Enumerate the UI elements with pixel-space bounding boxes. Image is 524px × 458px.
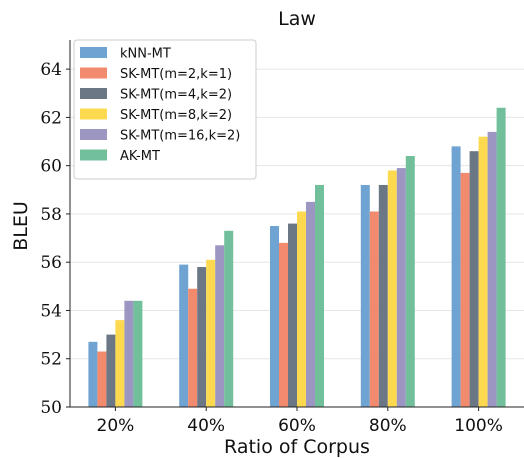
bar <box>206 260 215 407</box>
y-tick-label: 52 <box>40 350 62 370</box>
bar <box>279 243 288 407</box>
x-tick-label: 80% <box>369 416 407 436</box>
x-tick-label: 40% <box>187 416 225 436</box>
bar <box>306 202 315 407</box>
bar <box>88 342 97 407</box>
y-tick-label: 54 <box>40 301 62 321</box>
bar <box>470 151 479 407</box>
y-tick-label: 64 <box>40 60 62 80</box>
y-tick-label: 56 <box>40 253 62 273</box>
bar <box>488 132 497 407</box>
bar <box>297 212 306 407</box>
bar <box>115 320 124 407</box>
y-tick-label: 58 <box>40 205 62 225</box>
bar <box>497 108 506 407</box>
legend-label: SK-MT(m=16,k=2) <box>120 129 240 144</box>
chart-title: Law <box>278 8 316 30</box>
x-tick-label: 60% <box>278 416 316 436</box>
x-axis-title: Ratio of Corpus <box>224 436 370 458</box>
x-tick-labels: 20% 40% 60% 80% 100% <box>97 407 503 436</box>
bar <box>106 335 115 407</box>
bar <box>215 245 224 407</box>
bar <box>479 137 488 407</box>
y-tick-label: 62 <box>40 108 62 128</box>
legend-swatch <box>80 109 107 120</box>
legend-label: SK-MT(m=2,k=1) <box>120 67 232 82</box>
bar <box>197 267 206 407</box>
x-tick-label: 20% <box>97 416 135 436</box>
bar <box>188 289 197 407</box>
legend-swatch <box>80 150 107 161</box>
bar <box>124 301 133 407</box>
legend-swatch <box>80 47 107 58</box>
bar <box>379 185 388 407</box>
bar <box>270 226 279 407</box>
bar <box>397 168 406 407</box>
bar <box>224 231 233 407</box>
y-tick-label: 60 <box>40 157 62 177</box>
legend-swatch <box>80 68 107 79</box>
bar <box>370 212 379 407</box>
bar <box>361 185 370 407</box>
bar <box>179 265 188 407</box>
y-tick-label: 50 <box>40 398 62 418</box>
y-tick-labels: 50 52 54 56 58 60 62 64 <box>40 60 70 418</box>
legend-swatch <box>80 88 107 99</box>
legend-label: SK-MT(m=8,k=2) <box>120 108 232 123</box>
y-axis-title: BLEU <box>10 201 32 251</box>
legend: kNN-MT SK-MT(m=2,k=1) SK-MT(m=4,k=2) SK-MT(… <box>74 40 256 179</box>
bar <box>461 173 470 407</box>
bar <box>288 224 297 407</box>
bar <box>97 351 106 407</box>
bar <box>452 146 461 407</box>
bar <box>388 170 397 407</box>
x-tick-label: 100% <box>454 416 503 436</box>
bar <box>133 301 142 407</box>
bar <box>315 185 324 407</box>
legend-swatch <box>80 129 107 140</box>
legend-label: AK-MT <box>120 149 160 164</box>
legend-label: kNN-MT <box>120 47 171 62</box>
bar <box>406 156 415 407</box>
legend-label: SK-MT(m=4,k=2) <box>120 88 232 103</box>
